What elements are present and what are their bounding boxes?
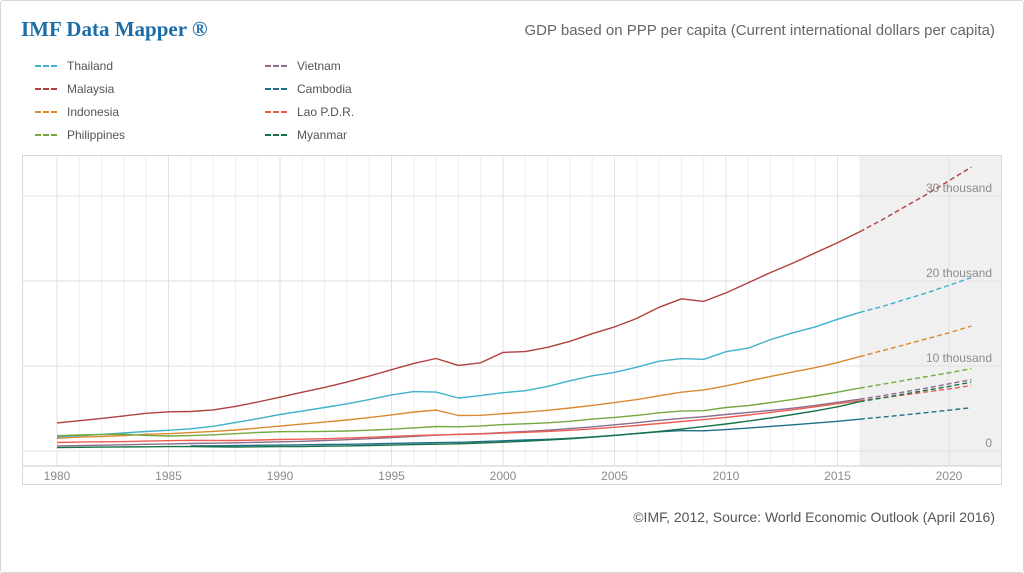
chart-svg: 30 thousand 20 thousand 10 thousand 0 1980 19… xyxy=(22,155,1002,485)
series-projection-cambodia[interactable] xyxy=(859,407,972,420)
legend-label: Thailand xyxy=(67,59,114,73)
legend-label: Malaysia xyxy=(67,82,115,96)
legend-line-marker-icon xyxy=(265,65,287,67)
series-line-lao-pdr[interactable] xyxy=(56,400,860,444)
legend-line-marker-icon xyxy=(265,111,287,113)
legend-item-cambodia[interactable]: Cambodia xyxy=(265,83,495,95)
legend-item-indonesia[interactable]: Indonesia xyxy=(35,106,265,118)
x-axis-label: 2010 xyxy=(713,469,740,483)
chart-title: GDP based on PPP per capita (Current int… xyxy=(524,22,995,39)
series-line-myanmar[interactable] xyxy=(56,401,860,449)
series-line-philippines[interactable] xyxy=(56,387,860,437)
series-projection-thailand[interactable] xyxy=(859,276,972,314)
x-axis-label: 2020 xyxy=(936,469,963,483)
legend-line-marker-icon xyxy=(35,88,57,90)
y-axis-label: 30 thousand xyxy=(926,181,992,195)
series-projection-myanmar[interactable] xyxy=(859,381,972,403)
chart-area: 30 thousand 20 thousand 10 thousand 0 1980 19… xyxy=(22,155,1002,485)
x-axis-label: 2000 xyxy=(490,469,517,483)
legend-item-malaysia[interactable]: Malaysia xyxy=(35,83,265,95)
x-axis-label: 1990 xyxy=(267,469,294,483)
legend-label: Cambodia xyxy=(297,82,352,96)
x-axis-label: 1995 xyxy=(378,469,405,483)
series-line-cambodia[interactable] xyxy=(190,418,860,447)
legend-label: Lao P.D.R. xyxy=(297,105,355,119)
y-axis-label: 20 thousand xyxy=(926,266,992,280)
series-line-thailand[interactable] xyxy=(56,311,861,438)
series-projection-philippines[interactable] xyxy=(859,367,972,389)
legend: Thailand Malaysia Indonesia Philippines Viet… xyxy=(1,42,1023,141)
legend-line-marker-icon xyxy=(265,88,287,90)
series-projection-malaysia[interactable] xyxy=(859,166,972,233)
legend-item-myanmar[interactable]: Myanmar xyxy=(265,129,495,141)
legend-line-marker-icon xyxy=(35,111,57,113)
x-axis-label: 1985 xyxy=(155,469,182,483)
source-attribution: ©IMF, 2012, Source: World Economic Outlo… xyxy=(633,509,995,525)
legend-line-marker-icon xyxy=(35,134,57,136)
legend-label: Philippines xyxy=(67,128,126,142)
legend-item-thailand[interactable]: Thailand xyxy=(35,60,265,72)
x-axis-label: 1980 xyxy=(44,469,71,483)
legend-item-vietnam[interactable]: Vietnam xyxy=(265,60,495,72)
legend-item-lao-pdr[interactable]: Lao P.D.R. xyxy=(265,106,495,118)
legend-label: Indonesia xyxy=(67,105,120,119)
y-axis-label: 10 thousand xyxy=(926,351,992,365)
chart-border xyxy=(22,155,1002,485)
y-axis-label: 0 xyxy=(985,436,992,450)
series-projection-vietnam[interactable] xyxy=(859,378,972,400)
legend-column-2: Vietnam Cambodia Lao P.D.R. Myanmar xyxy=(265,60,495,141)
legend-line-marker-icon xyxy=(35,65,57,67)
x-axis-label: 2005 xyxy=(601,469,628,483)
legend-label: Vietnam xyxy=(297,59,341,73)
legend-item-philippines[interactable]: Philippines xyxy=(35,129,265,141)
series-line-indonesia[interactable] xyxy=(56,355,860,439)
series-projection-indonesia[interactable] xyxy=(859,325,972,358)
legend-column-1: Thailand Malaysia Indonesia Philippines xyxy=(35,60,265,141)
imf-data-mapper-logo[interactable]: IMF Data Mapper ® xyxy=(21,17,208,41)
series-line-malaysia[interactable] xyxy=(56,231,861,424)
legend-line-marker-icon xyxy=(265,134,287,136)
header: IMF Data Mapper ® GDP based on PPP per c… xyxy=(1,1,1023,42)
legend-label: Myanmar xyxy=(297,128,348,142)
x-axis-label: 2015 xyxy=(824,469,851,483)
projection-band xyxy=(859,155,1002,466)
